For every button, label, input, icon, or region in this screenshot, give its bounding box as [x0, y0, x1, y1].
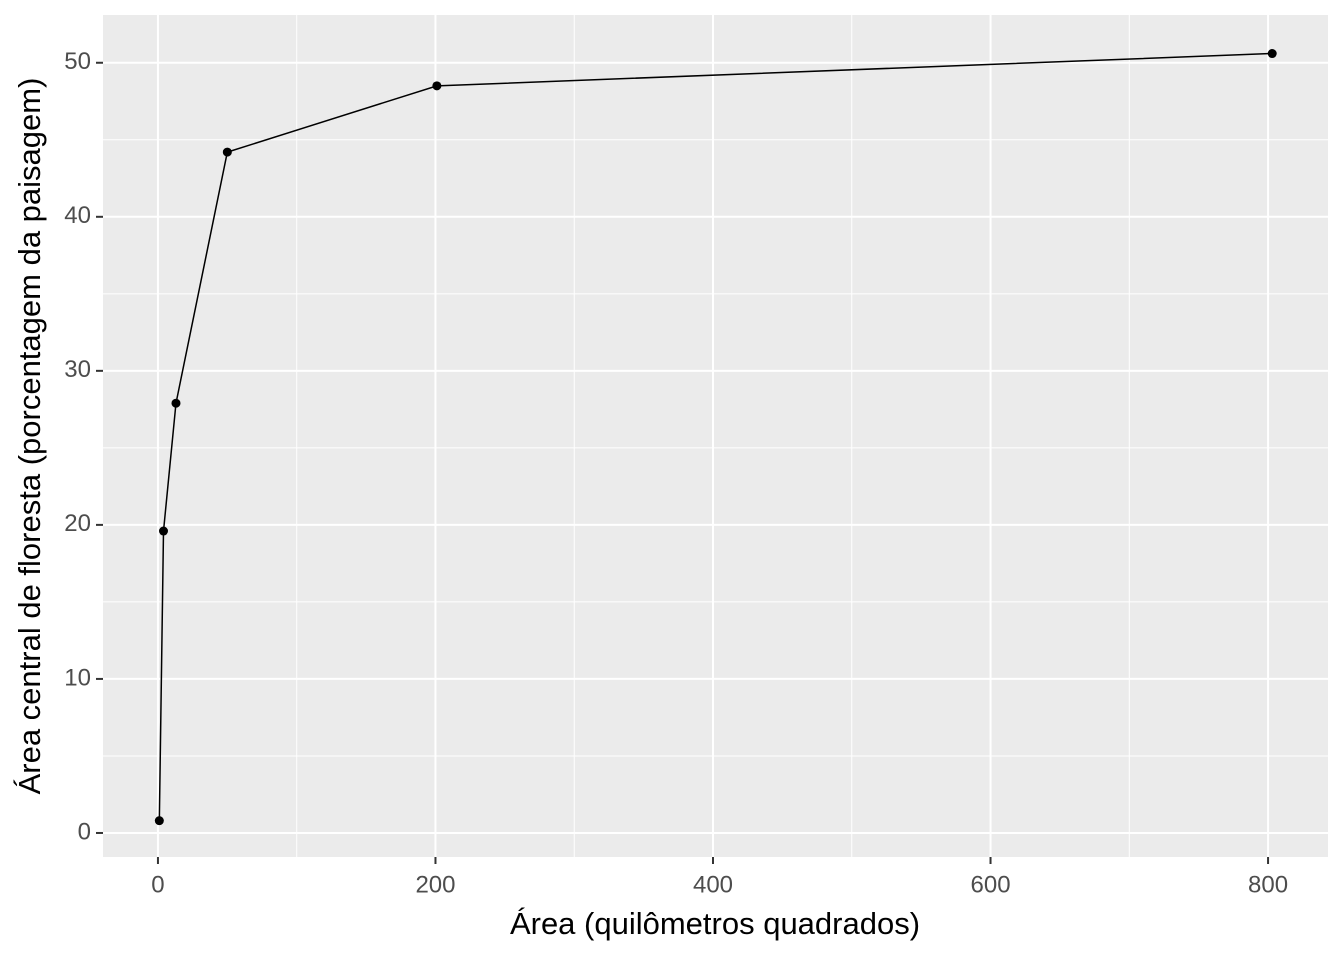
panel	[103, 15, 1328, 857]
x-tick-label: 200	[415, 871, 455, 898]
grid	[103, 15, 1328, 857]
marks	[154, 49, 1277, 826]
point	[432, 81, 442, 91]
y-tick-label: 20	[64, 510, 91, 537]
y-tick-label: 40	[64, 202, 91, 229]
y-tick-label: 0	[78, 818, 91, 845]
y-axis-title: Área central de floresta (porcentagem da…	[12, 78, 47, 795]
x-tick-label: 0	[151, 871, 164, 898]
x-axis-title: Área (quilômetros quadrados)	[510, 906, 920, 941]
y-tick-label: 10	[64, 664, 91, 691]
point	[159, 526, 169, 536]
y-tick-label: 30	[64, 356, 91, 383]
x-tick-label: 400	[693, 871, 733, 898]
point	[171, 398, 181, 408]
point	[154, 816, 164, 826]
y-tick-label: 50	[64, 48, 91, 75]
point	[222, 147, 232, 157]
line	[158, 52, 1273, 821]
x-tick-label: 600	[971, 871, 1011, 898]
x-tick-label: 800	[1248, 871, 1288, 898]
point	[1267, 49, 1277, 59]
